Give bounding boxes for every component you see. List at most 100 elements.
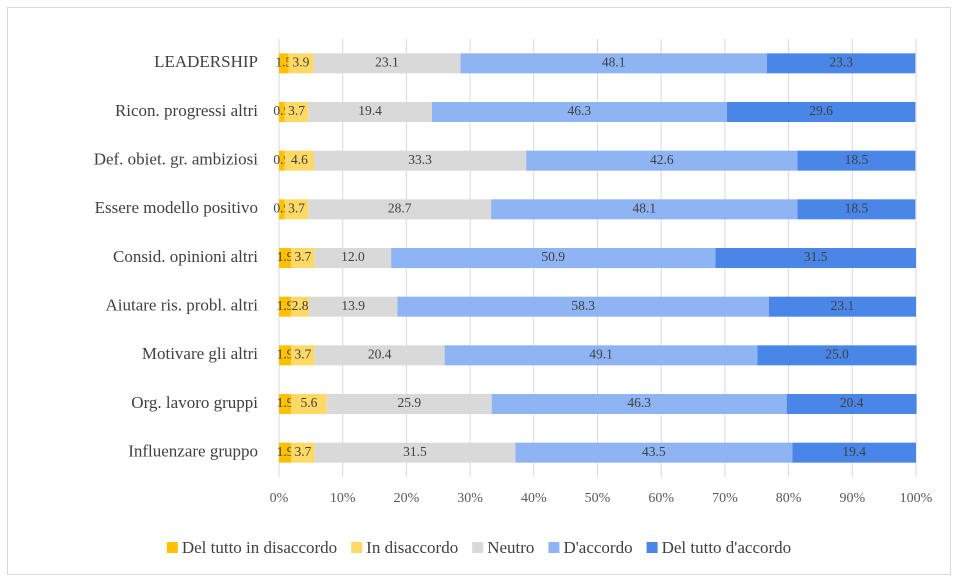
y-tick-label: Aiutare ris. probl. altri: [106, 296, 259, 315]
data-label: 31.5: [403, 444, 427, 459]
data-label: 25.0: [825, 346, 849, 361]
x-tick-label: 20%: [394, 491, 420, 506]
bar-segment: [279, 199, 285, 220]
data-label: 23.1: [375, 54, 399, 69]
data-label: 50.9: [541, 249, 565, 264]
bar-segment: [291, 345, 315, 366]
data-label: 33.3: [408, 152, 432, 167]
bar-segment: [308, 102, 432, 122]
x-tick-label: 50%: [585, 491, 611, 506]
data-label: 18.5: [845, 152, 869, 167]
bar-segment: [279, 150, 285, 171]
legend-label: In disaccordo: [366, 538, 458, 557]
data-label: 20.4: [368, 346, 392, 361]
bar-segment: [397, 296, 769, 317]
data-label: 23.1: [831, 298, 855, 313]
data-label: 5.6: [301, 395, 318, 410]
bar-segment: [797, 199, 916, 220]
x-tick-label: 100%: [900, 491, 933, 506]
bar-segment: [284, 150, 315, 171]
bar-segment: [526, 150, 798, 171]
bar-segment: [726, 102, 916, 122]
bar-segment: [768, 296, 916, 317]
bar-segment: [288, 53, 314, 74]
bar-segment: [444, 345, 758, 366]
data-label: 12.0: [341, 249, 365, 264]
bar-segment: [291, 394, 327, 414]
data-label: 48.1: [602, 54, 626, 69]
data-label: 3.7: [294, 444, 311, 459]
bar-segment: [279, 53, 289, 74]
y-tick-label: Org. lavoro gruppi: [131, 393, 258, 412]
data-label: 3.7: [294, 249, 311, 264]
x-tick-label: 0%: [270, 491, 289, 506]
y-tick-label: Consid. opinioni altri: [113, 247, 258, 266]
bar-segment: [431, 102, 727, 122]
legend-marker: [166, 542, 178, 553]
bar-segment: [284, 199, 309, 220]
data-label: 31.5: [804, 249, 828, 264]
x-tick-label: 30%: [457, 491, 483, 506]
data-label: 1.9: [277, 346, 294, 361]
x-tick-label: 80%: [776, 491, 802, 506]
data-label: 43.5: [642, 444, 666, 459]
bar-segment: [279, 345, 292, 366]
data-label: 29.6: [809, 103, 833, 118]
data-label: 23.3: [829, 54, 853, 69]
legend-marker: [351, 542, 363, 553]
legend-label: Del tutto in disaccordo: [182, 538, 337, 557]
bar-segment: [792, 442, 916, 463]
bar-segment: [757, 345, 917, 366]
data-label: 1.9: [277, 395, 294, 410]
data-label: 19.4: [842, 444, 866, 459]
bar-segment: [313, 53, 461, 74]
y-tick-label: Essere modello positivo: [95, 198, 258, 217]
bar-segment: [786, 394, 917, 414]
y-tick-label: Influenzare gruppo: [128, 442, 258, 461]
bar-segment: [314, 442, 516, 463]
bar-segment: [308, 199, 492, 220]
bar-segment: [314, 345, 445, 366]
data-label: 18.5: [845, 200, 869, 215]
y-tick-label: LEADERSHIP: [154, 52, 258, 71]
bar-segment: [308, 296, 398, 317]
legend-marker: [548, 542, 560, 553]
bar-segment: [391, 248, 716, 268]
x-tick-label: 10%: [330, 491, 356, 506]
bar-segment: [279, 296, 292, 317]
chart-border: [7, 7, 951, 575]
data-label: 58.3: [571, 298, 595, 313]
data-label: 3.9: [293, 54, 310, 69]
x-tick-label: 70%: [712, 491, 738, 506]
bar-segment: [766, 53, 916, 74]
bar-segment: [291, 442, 315, 463]
data-label: 42.6: [650, 152, 674, 167]
data-label: 49.1: [589, 346, 613, 361]
x-tick-label: 60%: [648, 491, 674, 506]
data-label: 4.6: [291, 152, 308, 167]
bar-segment: [491, 199, 798, 220]
data-label: 1.9: [277, 249, 294, 264]
data-label: 25.9: [397, 395, 421, 410]
bar-segment: [491, 394, 787, 414]
bar-segment: [326, 394, 492, 414]
data-label: 1.5: [275, 54, 292, 69]
data-label: 46.3: [627, 395, 651, 410]
data-label: 1.9: [277, 298, 294, 313]
y-tick-label: Def. obiet. gr. ambiziosi: [94, 150, 259, 169]
data-label: 19.4: [358, 103, 382, 118]
x-tick-label: 90%: [839, 491, 865, 506]
bar-segment: [797, 150, 916, 171]
bar-segment: [291, 248, 315, 268]
data-label: 1.9: [277, 444, 294, 459]
data-label: 3.7: [288, 103, 305, 118]
bar-segment: [279, 248, 292, 268]
legend-marker: [472, 542, 484, 553]
data-label: 20.4: [840, 395, 864, 410]
x-tick-label: 40%: [521, 491, 547, 506]
bar-segment: [284, 102, 309, 122]
data-label: 2.8: [292, 298, 309, 313]
bar-segment: [279, 442, 292, 463]
